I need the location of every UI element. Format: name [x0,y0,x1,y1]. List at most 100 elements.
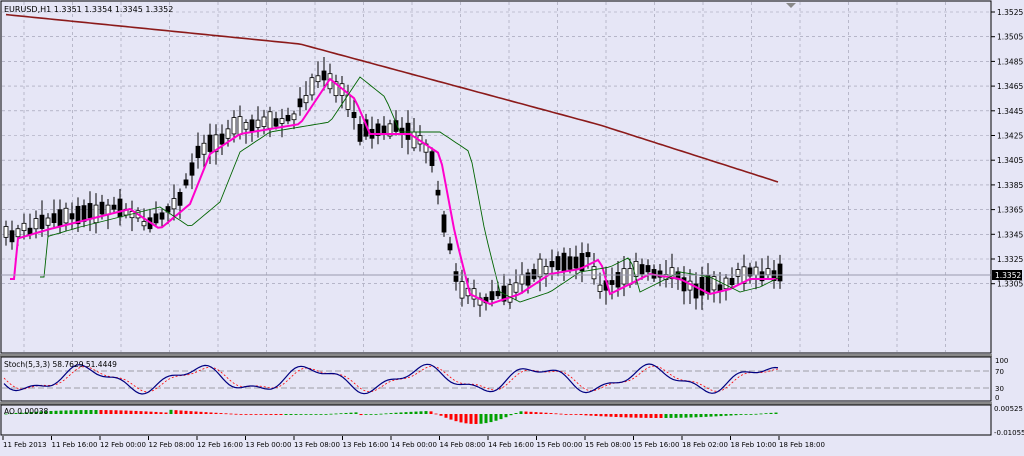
ao-bar [59,410,63,414]
candle-body [237,116,243,135]
candle-body [153,213,159,224]
ao-bar [369,414,373,415]
candle-body [759,271,765,282]
time-tick-label: 18 Feb 10:00 [731,441,777,449]
candle-body [765,268,771,276]
candle-body [87,203,93,219]
ao-bar [79,410,83,414]
ao-bar [104,410,108,414]
candle-body [99,201,105,215]
ao-bar [269,414,273,415]
ao-bar [54,410,58,414]
candle-body [189,162,195,176]
candle-body [717,284,723,292]
candle-body [447,243,453,251]
price-tick-label: 1.3425 [997,132,1023,141]
time-tick-label: 13 Feb 00:00 [246,441,292,449]
candle-body [45,217,51,226]
candle-body [297,98,303,108]
price-tick-label: 1.3505 [997,33,1023,42]
ao-bar [689,414,693,418]
candle-body [579,253,585,272]
candle-body [81,205,87,222]
candle-body [39,214,45,229]
time-tick-label: 12 Feb 08:00 [149,441,195,449]
candle-body [243,122,249,130]
ao-bar [619,414,623,418]
candle-body [117,198,123,218]
ao-bar [64,410,68,414]
ao-bar [19,412,23,414]
candle-body [459,281,465,299]
ao-bar [379,413,383,415]
ao-bar [124,410,128,414]
ao-bar [89,410,93,414]
ao-bar [699,414,703,418]
candle-body [51,213,57,223]
ao-bar [284,414,288,415]
ao-bar [109,410,113,414]
stoch-signal-line [3,365,779,393]
candle-body [399,127,405,134]
price-tick-label: 1.3305 [997,280,1023,289]
candle-body [213,134,219,153]
candle-body [57,209,63,227]
ao-bar [4,413,8,415]
ao-bar [339,413,343,415]
ao-bar [349,412,353,414]
price-axis: 1.3525 1.3505 1.3485 1.3465 1.3445 1.3425 1.34… [991,8,1023,289]
candle-body [615,272,621,288]
ao-bar [184,410,188,414]
ao-bar [684,414,688,418]
ao-bar [399,412,403,414]
ao-bar [69,410,73,414]
panel-separator[interactable] [0,354,992,357]
candle-body [159,212,165,220]
ao-bar [649,414,653,418]
ao-bar [754,413,758,415]
ao-bar [464,414,468,424]
ao-bar [39,411,43,414]
ao-bar [639,414,643,418]
price-series [3,13,783,317]
ma-mid-line [40,76,781,303]
ao-bar [644,414,648,418]
ao-bar [719,414,723,417]
ao-bar [509,414,513,416]
candle-body [291,113,297,121]
ao-bar [279,414,283,415]
candle-body [225,128,231,139]
ao-bar [219,413,223,414]
ao-header: AO 0.00038 [4,407,49,416]
candle-body [249,119,255,132]
ao-bar [554,413,558,415]
ao-bar [244,414,248,415]
time-tick-label: 14 Feb 08:00 [440,441,486,449]
panel-separator[interactable] [0,402,992,405]
ao-bar [9,413,13,415]
candle-body [357,124,363,142]
ao-bar [534,412,538,414]
candle-body [375,123,381,136]
candle-body [69,213,75,220]
stoch-tick-label: 0 [995,394,999,402]
ao-bar [454,414,458,422]
price-tick-label: 1.3365 [997,206,1023,215]
ao-bar [774,412,778,414]
candle-body [723,277,729,290]
main-panel-frame [0,0,992,354]
shift-marker-icon[interactable] [786,3,796,8]
candle-body [543,265,549,275]
ao-bar [604,414,608,417]
ao-bar [499,414,503,420]
candle-body [267,111,273,129]
ao-bar [414,411,418,414]
ao-bar [179,410,183,414]
candle-body [537,258,543,278]
candle-body [471,288,477,300]
candle-body [75,205,81,225]
ao-bar [469,414,473,424]
candle-body [555,256,561,271]
